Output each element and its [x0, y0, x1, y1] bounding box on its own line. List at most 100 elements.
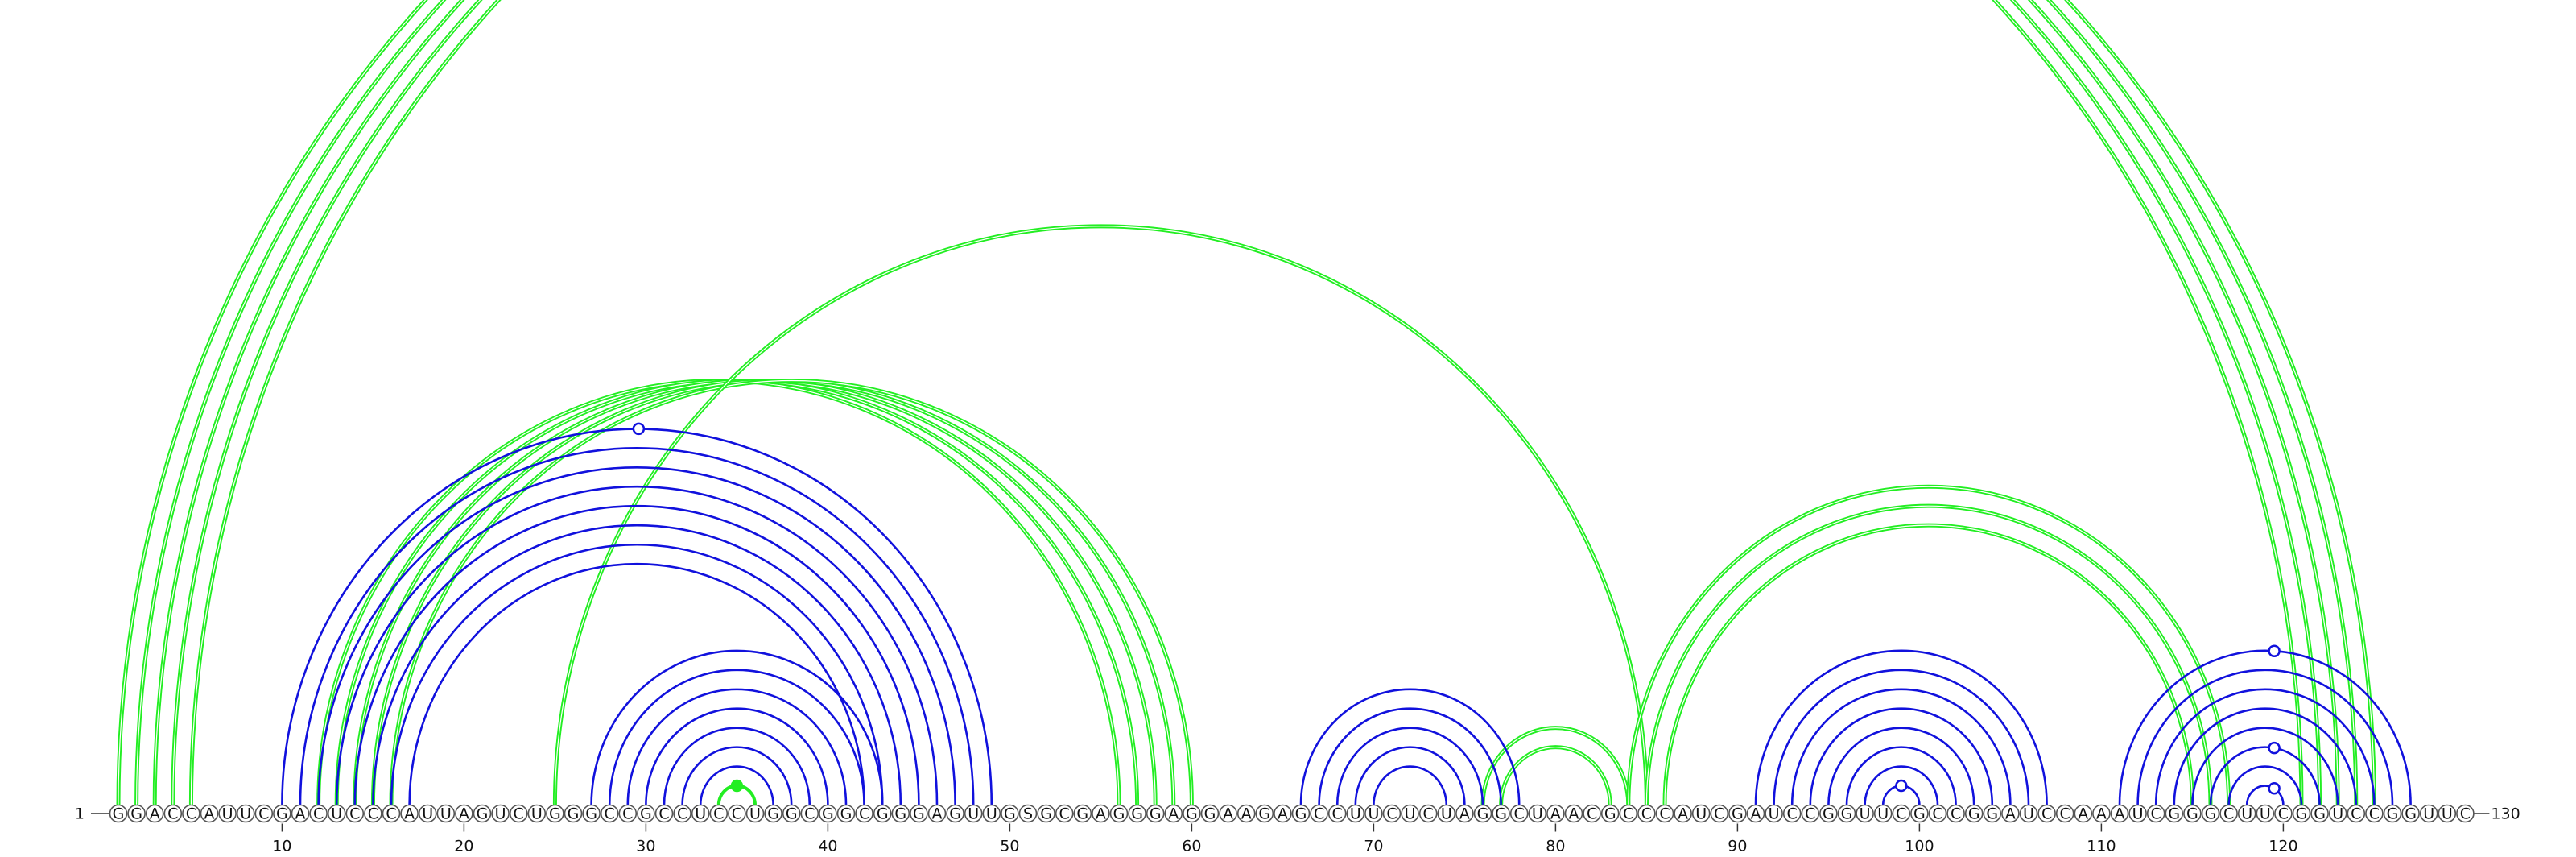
- nucleotide: G: [582, 804, 601, 823]
- nucleotide: G: [782, 804, 801, 823]
- nucleotide-letter: C: [167, 805, 178, 823]
- nucleotide-letter: C: [1587, 805, 1597, 823]
- nucleotide: C: [709, 804, 729, 823]
- green-arc-3-123: [152, 0, 2340, 805]
- nucleotide-circle: [127, 804, 146, 823]
- nucleotide: G: [546, 804, 564, 823]
- nucleotide-letter: C: [1386, 805, 1397, 823]
- blue-arc-16-43: [390, 543, 884, 805]
- nucleotide: U: [327, 804, 346, 823]
- nucleotide: C: [1382, 804, 1402, 823]
- nucleotide-circle: [2383, 804, 2402, 823]
- nucleotide-circle: [1401, 804, 1419, 823]
- nucleotide-circle: [436, 804, 456, 823]
- nucleotide-circle: [2456, 804, 2475, 823]
- nucleotide-circle: [2183, 804, 2202, 823]
- nucleotide-circle: [1291, 804, 1311, 823]
- green-arc-77-83: [1499, 745, 1612, 805]
- nucleotide-letter: G: [549, 805, 561, 823]
- blue-arc-29-41: [626, 688, 848, 805]
- nucleotide-letter: C: [368, 805, 378, 823]
- nucleotide: C: [2456, 804, 2475, 823]
- nucleotide-letter: G: [786, 805, 798, 823]
- nucleotide: G: [1183, 804, 1201, 823]
- nucleotide-letter: U: [2423, 805, 2434, 823]
- nucleotide-letter: G: [894, 805, 906, 823]
- nucleotide: A: [145, 804, 164, 823]
- nucleotide: U: [418, 804, 437, 823]
- nucleotide-circle: [163, 804, 183, 823]
- nucleotide-circle: [491, 804, 510, 823]
- nucleotide: C: [1710, 804, 1729, 823]
- nucleotide-circle: [455, 804, 473, 823]
- nucleotide-circle: [400, 804, 419, 823]
- nucleotide-circle: [1674, 804, 1692, 823]
- nucleotide-letter: C: [1932, 805, 1942, 823]
- nucleotide: A: [1546, 804, 1565, 823]
- nucleotide: C: [600, 804, 619, 823]
- blue-arc-13-46: [335, 486, 939, 805]
- nucleotide-letter: C: [349, 805, 360, 823]
- blue-arc-15-44: [372, 524, 902, 805]
- nucleotide-circle: [1564, 804, 1583, 823]
- nucleotide: C: [855, 804, 873, 823]
- nucleotide: G: [836, 804, 856, 823]
- nucleotide-circle: [855, 804, 873, 823]
- nucleotide-letter: G: [1604, 805, 1616, 823]
- green-arc-highlight-1-121: [118, 0, 2302, 805]
- green-arc-86-115: [1662, 523, 2194, 805]
- nucleotide-letter: C: [2278, 805, 2289, 823]
- nucleotide: U: [1873, 804, 1893, 823]
- nucleotide-circle: [218, 804, 237, 823]
- nucleotide-letter: U: [2442, 805, 2453, 823]
- nucleotide-letter: U: [749, 805, 761, 823]
- blue-arc-68-76: [1335, 727, 1484, 805]
- blue-arc-17-42: [408, 562, 865, 805]
- nucleotide-letter: G: [568, 805, 580, 823]
- nucleotide-letter: G: [2186, 805, 2198, 823]
- nucleotide-letter: G: [585, 805, 597, 823]
- blue-arc-69-75: [1354, 746, 1466, 805]
- nucleotide-circle: [291, 804, 310, 823]
- tick-label: 80: [1546, 838, 1565, 855]
- nucleotide-circle: [2401, 804, 2420, 823]
- blue-arc-10-49: [281, 428, 993, 805]
- blue-arc-112-126: [2136, 669, 2394, 805]
- nucleotide-letter: G: [1913, 805, 1926, 823]
- nucleotide-circle: [745, 804, 765, 823]
- nucleotide-circle: [2019, 804, 2038, 823]
- nucleotide-circle: [691, 804, 710, 823]
- nucleotide-letter: G: [640, 805, 652, 823]
- blue-arc-30-40: [645, 707, 829, 805]
- nucleotide: A: [1236, 804, 1256, 823]
- nucleotide-letter: U: [2260, 805, 2271, 823]
- nucleotide-circle: [2365, 804, 2384, 823]
- nucleotide-letter: C: [258, 805, 269, 823]
- nucleotide-circle: [654, 804, 674, 823]
- blue-arc-94-104: [1809, 707, 1994, 805]
- nucleotide-circle: [1619, 804, 1638, 823]
- nucleotide-circle: [2092, 804, 2111, 823]
- nucleotide-letter: G: [477, 805, 489, 823]
- nucleotide-letter: A: [2096, 805, 2107, 823]
- sequence-baseline: 1 130: [75, 805, 2520, 823]
- nucleotide-letter: U: [1860, 805, 1871, 823]
- nucleotide: G: [1837, 804, 1856, 823]
- nucleotide: A: [2110, 804, 2129, 823]
- nucleotide-circle: [1164, 804, 1183, 823]
- nucleotide-letter: A: [1678, 805, 1688, 823]
- nucleotide: C: [618, 804, 638, 823]
- nucleotide-letter: A: [1550, 805, 1561, 823]
- green-arc-highlight-77-83: [1501, 747, 1611, 805]
- nucleotide: G: [273, 804, 291, 823]
- nucleotide: G: [819, 804, 837, 823]
- nucleotide: G: [891, 804, 910, 823]
- nucleotide: C: [1801, 804, 1820, 823]
- nucleotide: U: [2328, 804, 2347, 823]
- nucleotide-circle: [1128, 804, 1146, 823]
- nucleotide: C: [800, 804, 819, 823]
- nucleotide-letter: U: [1532, 805, 1543, 823]
- nucleotide-letter: G: [1076, 805, 1088, 823]
- tick-label: 100: [1905, 838, 1934, 855]
- nucleotide-letter: A: [1278, 805, 1288, 823]
